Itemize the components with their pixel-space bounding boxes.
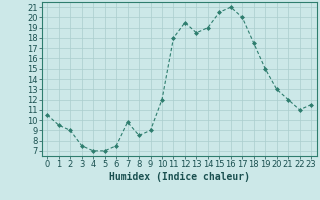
X-axis label: Humidex (Indice chaleur): Humidex (Indice chaleur) (109, 172, 250, 182)
